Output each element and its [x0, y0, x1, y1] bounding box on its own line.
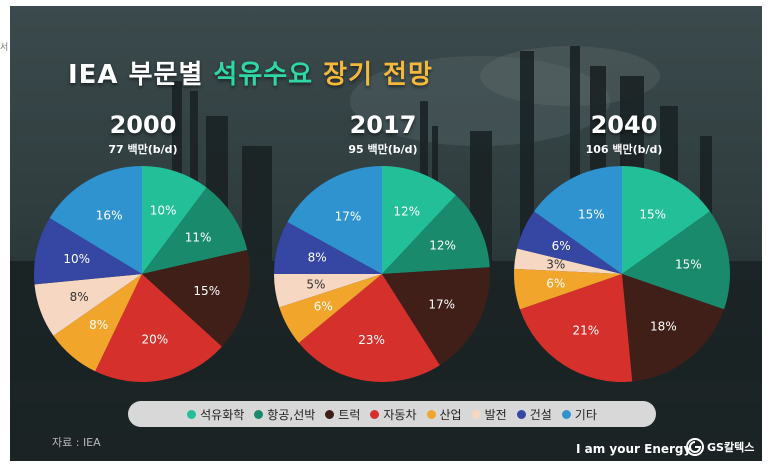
year-2017-demand: 95 백만(b/d) [348, 143, 418, 156]
pie-slice-2000-6 [33, 218, 142, 285]
legend-item-0: 석유화학 [187, 406, 244, 423]
legend-label-4: 산업 [439, 407, 462, 422]
source-note: 자료 : IEA [52, 436, 101, 449]
pie-label-2017-3: 23% [358, 333, 385, 347]
legend-item-1: 항공,선박 [254, 406, 315, 423]
legend-label-6: 건설 [529, 407, 552, 422]
pie-label-2017-0: 12% [393, 205, 420, 219]
pie-slice-2017-6 [274, 221, 382, 274]
pie-label-2040-1: 15% [675, 257, 702, 271]
title-part-1: IEA 부문별 [68, 60, 214, 90]
pie-slice-2017-4 [279, 274, 382, 343]
pie-slice-2000-2 [142, 249, 250, 347]
pie-slice-2017-3 [298, 274, 440, 383]
gs-caltex-logo: GS칼텍스 [686, 438, 754, 456]
pie-slice-2040-4 [513, 268, 622, 310]
legend-dot-3 [370, 409, 380, 419]
logo-text: GS칼텍스 [707, 441, 755, 454]
year-2040-title: 2040 [590, 111, 658, 139]
legend-item-3: 자동차 [370, 406, 417, 423]
legend-dot-1 [254, 409, 264, 419]
legend-item-2: 트럭 [325, 406, 360, 423]
pie-label-2017-6: 8% [308, 250, 327, 264]
legend-item-4: 산업 [426, 406, 462, 423]
pie-slice-2017-2 [382, 267, 491, 366]
pie-label-2017-5: 5% [306, 277, 325, 291]
pie-label-2000-5: 8% [70, 290, 89, 304]
pie-slice-2000-3 [95, 274, 222, 382]
gs-logo-icon [686, 438, 704, 456]
title-part-2: 석유수요 [213, 60, 314, 90]
side-text: 서 [0, 43, 9, 53]
pie-slice-2000-7 [49, 166, 142, 274]
legend-item-6: 건설 [516, 406, 552, 423]
pie-slice-2040-7 [534, 166, 622, 274]
legend-dot-0 [187, 409, 197, 419]
pie-slice-2000-4 [53, 274, 142, 372]
title-part-3: 장기 전망 [313, 60, 433, 90]
pie-slice-2040-0 [622, 166, 710, 274]
legend-label-0: 석유화학 [200, 407, 245, 422]
pie-slice-2017-5 [274, 274, 382, 308]
pie-label-2040-7: 15% [578, 207, 605, 221]
pie-label-2017-7: 17% [335, 209, 362, 223]
pie-label-2017-4: 6% [314, 299, 333, 313]
legend-label-5: 발전 [484, 407, 507, 422]
year-2017-title: 2017 [349, 111, 417, 139]
pie-slice-2040-5 [514, 248, 622, 274]
legend: 석유화학 항공,선박 트럭 자동차 산업 발전 건설 기타 [128, 401, 656, 427]
pie-label-2040-3: 21% [572, 323, 599, 337]
pie-label-2040-5: 3% [546, 257, 565, 271]
page-title: IEA 부문별 석유수요 장기 전망 [68, 54, 433, 91]
pie-slice-2000-5 [34, 274, 142, 336]
pie-slice-2000-1 [142, 187, 248, 274]
pie-label-2017-1: 12% [429, 238, 456, 252]
pie-label-2040-6: 6% [552, 239, 571, 253]
pie-label-2040-4: 6% [546, 277, 565, 291]
legend-item-5: 발전 [471, 406, 507, 423]
pie-slice-2000-0 [142, 166, 207, 274]
pie-label-2040-0: 15% [639, 207, 666, 221]
pie-slice-2040-1 [622, 211, 730, 310]
legend-dot-4 [426, 409, 436, 419]
year-2000-title: 2000 [109, 111, 177, 139]
pie-label-2000-0: 10% [150, 203, 177, 217]
pie-label-2040-2: 18% [650, 320, 677, 334]
pie-label-2017-2: 17% [428, 297, 455, 311]
year-2040-demand: 106 백만(b/d) [585, 143, 663, 156]
legend-dot-2 [325, 409, 335, 419]
legend-dot-5 [471, 409, 481, 419]
legend-label-7: 기타 [574, 407, 597, 422]
pie-slice-2017-0 [382, 166, 456, 274]
pie-label-2000-2: 15% [193, 284, 220, 298]
pie-charts: 10%11%15%20%8%8%10%16% 12%12%17%23%6%5%8%… [33, 166, 730, 383]
pie-slice-2017-1 [382, 195, 490, 274]
pie-label-2000-1: 11% [185, 230, 212, 244]
slogan: I am your Energy [576, 442, 692, 456]
pie-label-2000-4: 8% [89, 318, 108, 332]
legend-dot-6 [516, 409, 526, 419]
pie-label-2000-6: 10% [63, 252, 90, 266]
legend-label-1: 항공,선박 [267, 407, 316, 422]
legend-label-3: 자동차 [383, 407, 417, 422]
pie-slice-2040-3 [519, 274, 633, 382]
legend-dot-7 [561, 409, 571, 419]
year-2000-demand: 77 백만(b/d) [108, 143, 178, 156]
infographic-panel: IEA 부문별 석유수요 장기 전망 2000 77 백만(b/d) 2017 … [10, 6, 762, 461]
pie-slice-2040-6 [517, 211, 622, 274]
legend-item-7: 기타 [561, 406, 597, 423]
pie-slice-2040-2 [622, 274, 725, 382]
pie-label-2000-3: 20% [141, 333, 168, 347]
pie-slice-2017-7 [287, 166, 382, 274]
legend-label-2: 트럭 [338, 407, 361, 422]
pie-label-2000-7: 16% [96, 209, 123, 223]
